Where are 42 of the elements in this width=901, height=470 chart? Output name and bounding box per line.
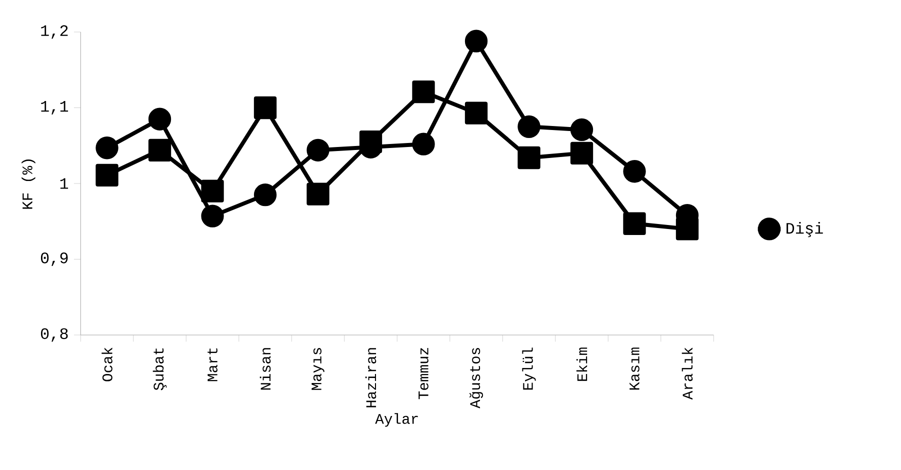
x-tick-label: Ağustos	[470, 348, 483, 408]
point	[464, 102, 488, 124]
y-tick-label: 1	[60, 178, 68, 189]
x-tick-label: Mart	[208, 348, 218, 382]
point	[412, 80, 435, 104]
x-tick-label: Ocak	[102, 348, 112, 382]
point	[464, 30, 488, 52]
point	[254, 184, 277, 206]
x-tick-label: Aralık	[682, 348, 693, 400]
point	[306, 182, 330, 206]
y-tick-label: 0,9	[40, 252, 68, 266]
point	[518, 115, 540, 138]
x-tick-label: Kasım	[630, 348, 640, 390]
point	[254, 96, 277, 120]
y-axis-title: KF (%)	[22, 160, 36, 209]
point	[623, 212, 646, 235]
y-tick-label: 1,1	[41, 101, 68, 114]
point	[96, 164, 118, 186]
x-tick-label: Şubat	[152, 348, 167, 390]
point	[148, 138, 172, 162]
legend-label: Dişi	[786, 222, 823, 238]
point	[359, 130, 382, 154]
x-axis-title: Aylar	[375, 413, 418, 427]
point	[96, 136, 118, 160]
point	[570, 118, 594, 142]
point	[148, 108, 172, 130]
x-tick-label: Nisan	[260, 348, 271, 390]
y-tick-label: 0,8	[40, 328, 68, 342]
point	[412, 132, 435, 156]
y-tick-label: 1,2	[41, 25, 68, 39]
x-tick-label: Haziran	[365, 348, 376, 408]
point	[518, 146, 540, 170]
x-tick-label: Temmuz	[418, 348, 428, 400]
point	[201, 204, 224, 228]
point	[201, 180, 224, 202]
point	[570, 142, 594, 165]
point	[306, 138, 330, 162]
point	[623, 160, 646, 183]
x-tick-label: Mayıs	[312, 348, 324, 390]
x-tick-label: Eylül	[522, 348, 536, 390]
x-tick-label: Ekim	[576, 348, 588, 381]
point	[676, 218, 699, 240]
